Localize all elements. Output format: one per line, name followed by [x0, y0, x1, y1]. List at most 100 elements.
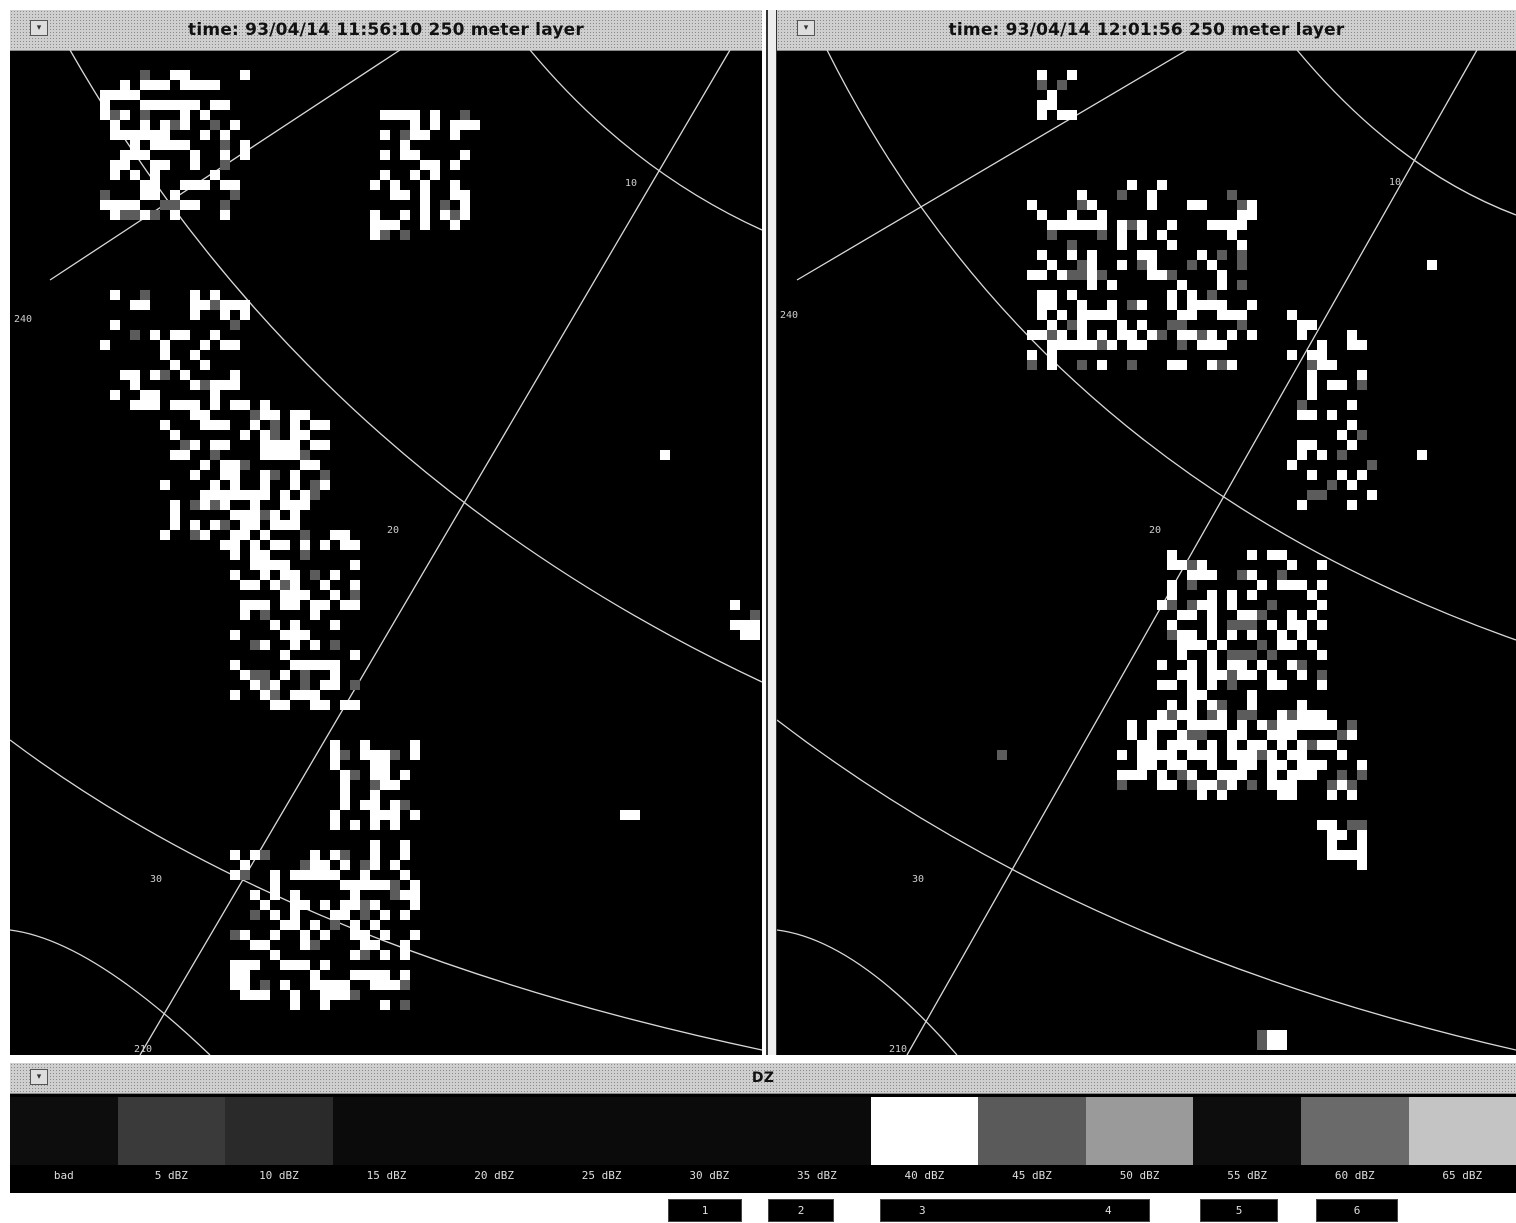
- echo-pixel: [260, 610, 270, 620]
- echo-pixel: [350, 920, 360, 930]
- echo-pixel: [290, 510, 300, 520]
- button-1[interactable]: 1: [668, 1199, 742, 1222]
- echo-pixel: [1177, 640, 1187, 650]
- echo-pixel: [1067, 340, 1077, 350]
- echo-pixel: [250, 490, 260, 500]
- echo-pixel: [1227, 630, 1237, 640]
- echo-pixel: [1297, 330, 1307, 340]
- echo-pixel: [150, 180, 160, 190]
- echo-pixel: [290, 440, 300, 450]
- echo-pixel: [260, 680, 270, 690]
- echo-pixel: [1287, 640, 1297, 650]
- echo-pixel: [1267, 720, 1277, 730]
- echo-pixel: [1097, 230, 1107, 240]
- echo-pixel: [290, 420, 300, 430]
- button-6[interactable]: 6: [1316, 1199, 1398, 1222]
- echo-pixel: [420, 210, 430, 220]
- echo-pixel: [270, 470, 280, 480]
- echo-pixel: [1247, 690, 1257, 700]
- echo-pixel: [1337, 470, 1347, 480]
- echo-pixel: [1167, 320, 1177, 330]
- echo-pixel: [460, 200, 470, 210]
- window-title: time: 93/04/14 11:56:10 250 meter layer: [188, 20, 584, 40]
- echo-pixel: [1217, 280, 1227, 290]
- button-5[interactable]: 5: [1200, 1199, 1278, 1222]
- echo-pixel: [1247, 550, 1257, 560]
- echo-pixel: [300, 900, 310, 910]
- echo-pixel: [200, 380, 210, 390]
- echo-pixel: [300, 690, 310, 700]
- button-3-4[interactable]: 3 4: [880, 1199, 1150, 1222]
- echo-pixel: [340, 700, 350, 710]
- echo-pixel: [380, 880, 390, 890]
- echo-pixel: [380, 130, 390, 140]
- echo-pixel: [290, 620, 300, 630]
- echo-pixel: [380, 980, 390, 990]
- echo-pixel: [370, 920, 380, 930]
- radar-plot-right[interactable]: 10 20 30 240 210: [777, 50, 1516, 1055]
- echo-pixel: [220, 150, 230, 160]
- echo-pixel: [1167, 560, 1177, 570]
- echo-pixel: [200, 300, 210, 310]
- echo-pixel: [1077, 360, 1087, 370]
- echo-pixel: [260, 900, 270, 910]
- echo-pixel: [280, 960, 290, 970]
- echo-pixel: [230, 870, 240, 880]
- echo-pixel: [1057, 340, 1067, 350]
- echo-pixel: [1297, 580, 1307, 590]
- echo-pixel: [1317, 710, 1327, 720]
- echo-pixel: [1137, 340, 1147, 350]
- echo-pixel: [240, 870, 250, 880]
- echo-pixel: [460, 190, 470, 200]
- echo-pixel: [1077, 190, 1087, 200]
- title-bar[interactable]: ▾ time: 93/04/14 11:56:10 250 meter laye…: [10, 10, 762, 51]
- echo-pixel: [1157, 330, 1167, 340]
- echo-pixel: [1207, 740, 1217, 750]
- button-2[interactable]: 2: [768, 1199, 834, 1222]
- echo-pixel: [1327, 840, 1337, 850]
- echo-pixel: [1207, 290, 1217, 300]
- title-bar[interactable]: ▾ time: 93/04/14 12:01:56 250 meter laye…: [777, 10, 1516, 51]
- echo-pixel: [330, 530, 340, 540]
- echo-pixel: [370, 820, 380, 830]
- echo-pixel: [1267, 670, 1277, 680]
- echo-pixel: [390, 890, 400, 900]
- echo-pixel: [360, 940, 370, 950]
- echo-pixel: [350, 890, 360, 900]
- echo-pixel: [1187, 200, 1197, 210]
- echo-pixel: [1237, 280, 1247, 290]
- echo-pixel: [320, 900, 330, 910]
- window-menu-icon[interactable]: ▾: [30, 1069, 48, 1085]
- echo-pixel: [1047, 320, 1057, 330]
- echo-pixel: [290, 500, 300, 510]
- echo-pixel: [310, 480, 320, 490]
- radar-plot-left[interactable]: 10 20 30 240 210: [10, 50, 762, 1055]
- echo-pixel: [1257, 610, 1267, 620]
- echo-pixel: [400, 870, 410, 880]
- echo-pixel: [280, 570, 290, 580]
- echo-pixel: [250, 940, 260, 950]
- echo-pixel: [230, 470, 240, 480]
- echo-pixel: [1307, 350, 1317, 360]
- echo-pixel: [1167, 710, 1177, 720]
- title-bar[interactable]: ▾ DZ: [10, 1063, 1516, 1094]
- echo-pixel: [750, 610, 760, 620]
- echo-pixel: [410, 930, 420, 940]
- echo-pixel: [1087, 220, 1097, 230]
- echo-pixel: [1237, 730, 1247, 740]
- echo-pixel: [320, 480, 330, 490]
- echo-pixel: [210, 330, 220, 340]
- echo-pixel: [350, 580, 360, 590]
- echo-pixel: [390, 190, 400, 200]
- echo-pixel: [410, 120, 420, 130]
- window-menu-icon[interactable]: ▾: [797, 20, 815, 36]
- echo-pixel: [1097, 330, 1107, 340]
- echo-pixel: [1277, 640, 1287, 650]
- echo-pixel: [190, 150, 200, 160]
- echo-pixel: [1317, 680, 1327, 690]
- echo-pixel: [160, 370, 170, 380]
- echo-pixel: [180, 370, 190, 380]
- echo-pixel: [1247, 760, 1257, 770]
- window-menu-icon[interactable]: ▾: [30, 20, 48, 36]
- echo-pixel: [390, 980, 400, 990]
